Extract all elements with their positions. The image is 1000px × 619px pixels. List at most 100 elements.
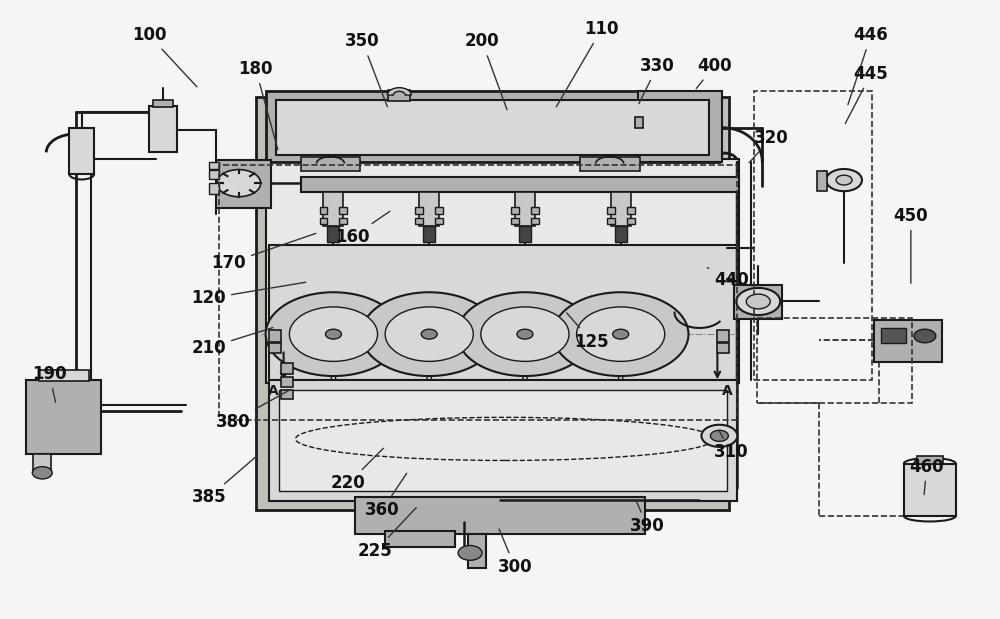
Circle shape bbox=[32, 467, 52, 479]
Text: 446: 446 bbox=[848, 26, 888, 105]
Circle shape bbox=[385, 307, 473, 361]
Bar bbox=[39, 370, 89, 381]
Bar bbox=[209, 183, 219, 194]
Bar bbox=[757, 318, 912, 403]
Text: 460: 460 bbox=[909, 457, 944, 495]
Bar bbox=[627, 219, 635, 225]
Bar bbox=[320, 207, 327, 214]
Circle shape bbox=[457, 292, 593, 376]
Circle shape bbox=[325, 329, 341, 339]
Bar bbox=[881, 328, 906, 344]
Bar bbox=[269, 344, 281, 353]
Bar bbox=[531, 219, 539, 225]
Text: A: A bbox=[268, 384, 279, 397]
Bar bbox=[69, 128, 94, 174]
Bar bbox=[917, 456, 943, 464]
Text: 200: 200 bbox=[465, 32, 507, 110]
Text: 450: 450 bbox=[894, 207, 928, 284]
Text: 440: 440 bbox=[707, 267, 749, 289]
Bar bbox=[320, 219, 327, 225]
Bar bbox=[435, 207, 443, 214]
Circle shape bbox=[217, 170, 261, 197]
Bar bbox=[607, 207, 615, 214]
Circle shape bbox=[914, 329, 936, 343]
Bar bbox=[580, 157, 640, 171]
Text: 110: 110 bbox=[556, 20, 619, 107]
Circle shape bbox=[289, 307, 378, 361]
Bar bbox=[216, 160, 271, 208]
Bar bbox=[611, 193, 631, 227]
Bar bbox=[327, 226, 339, 241]
Bar bbox=[734, 285, 782, 319]
Text: 220: 220 bbox=[331, 448, 383, 492]
Circle shape bbox=[577, 307, 665, 361]
Bar bbox=[269, 380, 737, 501]
Bar bbox=[339, 219, 347, 225]
Bar bbox=[388, 90, 410, 102]
Bar bbox=[276, 100, 709, 155]
Bar bbox=[281, 378, 293, 386]
Bar bbox=[515, 193, 535, 227]
Circle shape bbox=[458, 545, 482, 560]
Bar bbox=[269, 245, 737, 380]
Bar bbox=[256, 97, 729, 510]
Bar bbox=[281, 389, 293, 399]
Bar bbox=[511, 207, 519, 214]
Bar bbox=[531, 207, 539, 214]
Text: 385: 385 bbox=[191, 456, 257, 506]
Circle shape bbox=[553, 292, 688, 376]
Bar bbox=[519, 226, 531, 241]
Bar bbox=[415, 219, 423, 225]
Bar bbox=[33, 454, 51, 473]
Text: A: A bbox=[722, 384, 733, 397]
Circle shape bbox=[736, 288, 780, 315]
Text: 400: 400 bbox=[696, 57, 732, 89]
Circle shape bbox=[826, 169, 862, 191]
Bar bbox=[279, 389, 727, 491]
Bar bbox=[209, 162, 219, 169]
Circle shape bbox=[266, 292, 401, 376]
Text: 210: 210 bbox=[191, 327, 273, 357]
Circle shape bbox=[701, 425, 737, 447]
Circle shape bbox=[710, 430, 728, 441]
Bar bbox=[301, 177, 739, 193]
Text: 310: 310 bbox=[714, 430, 749, 461]
Text: 380: 380 bbox=[215, 390, 290, 431]
Bar bbox=[874, 320, 942, 362]
Bar bbox=[717, 331, 729, 342]
Bar bbox=[209, 170, 219, 179]
Text: 390: 390 bbox=[630, 500, 665, 535]
Bar bbox=[511, 219, 519, 225]
Text: 445: 445 bbox=[845, 65, 888, 123]
Text: 170: 170 bbox=[211, 233, 316, 272]
Bar bbox=[355, 498, 645, 534]
Bar bbox=[607, 219, 615, 225]
Bar bbox=[219, 165, 737, 420]
Bar bbox=[266, 158, 739, 383]
Text: 160: 160 bbox=[335, 211, 390, 246]
Circle shape bbox=[746, 294, 770, 309]
Circle shape bbox=[361, 292, 497, 376]
Bar bbox=[269, 331, 281, 342]
Bar bbox=[323, 193, 343, 227]
Bar bbox=[385, 531, 455, 547]
Circle shape bbox=[421, 329, 437, 339]
Text: 180: 180 bbox=[238, 60, 278, 150]
Bar bbox=[627, 207, 635, 214]
Circle shape bbox=[517, 329, 533, 339]
Bar bbox=[754, 91, 872, 380]
Text: 300: 300 bbox=[498, 529, 532, 576]
Wedge shape bbox=[387, 88, 411, 95]
Text: 120: 120 bbox=[191, 282, 306, 308]
Bar bbox=[423, 226, 435, 241]
Bar bbox=[635, 116, 643, 128]
Text: 330: 330 bbox=[639, 57, 675, 103]
Bar bbox=[817, 171, 827, 191]
Bar bbox=[149, 106, 177, 152]
Bar bbox=[468, 534, 486, 568]
Bar bbox=[339, 207, 347, 214]
Bar bbox=[281, 363, 293, 374]
Bar bbox=[301, 157, 360, 171]
Bar bbox=[266, 91, 719, 162]
Circle shape bbox=[481, 307, 569, 361]
